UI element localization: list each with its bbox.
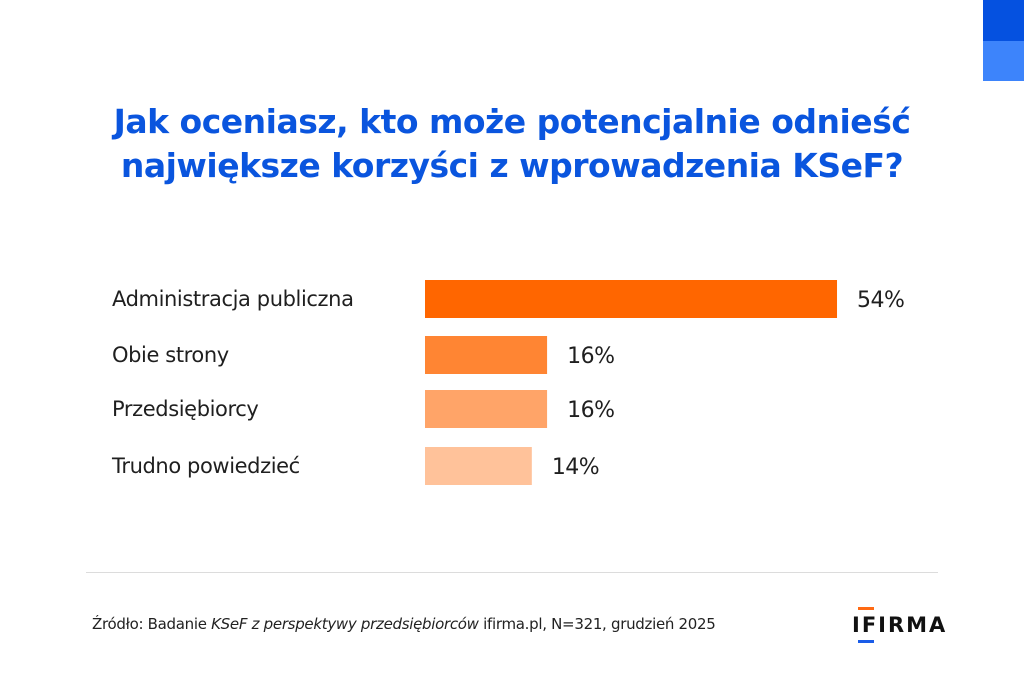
- bar: [425, 280, 838, 318]
- source-prefix: Źródło: Badanie: [92, 615, 212, 633]
- value-label: 16%: [567, 344, 614, 369]
- source-suffix: ifirma.pl, N=321, grudzień 2025: [478, 615, 716, 633]
- source-note: Źródło: Badanie KSeF z perspektywy przed…: [92, 615, 716, 633]
- source-study-title: KSeF z perspektywy przedsiębiorców: [211, 615, 479, 633]
- bar: [425, 390, 548, 428]
- logo-orange-bar: [858, 607, 874, 610]
- logo-blue-bar: [858, 640, 874, 643]
- ifirma-logo: IFIRMA: [852, 607, 945, 643]
- bar: [425, 336, 548, 374]
- corner-accent-dark: [983, 0, 1024, 41]
- category-label: Przedsiębiorcy: [112, 397, 258, 421]
- chart-title-line-1: Jak oceniasz, kto może potencjalnie odni…: [113, 102, 911, 141]
- value-label: 14%: [552, 455, 599, 480]
- logo-text: IFIRMA: [852, 613, 948, 637]
- chart-title: Jak oceniasz, kto może potencjalnie odni…: [0, 100, 1024, 188]
- chart-title-line-2: największe korzyści z wprowadzenia KSeF?: [120, 146, 904, 185]
- footer-divider: [86, 572, 938, 573]
- bar-chart: Administracja publiczna 54% Obie strony 16%…: [111, 280, 905, 485]
- category-label: Administracja publiczna: [112, 287, 354, 311]
- bar: [425, 447, 532, 485]
- value-label: 16%: [567, 398, 614, 423]
- category-label: Trudno powiedzieć: [111, 454, 300, 478]
- category-label: Obie strony: [112, 343, 229, 367]
- value-label: 54%: [857, 288, 904, 313]
- corner-accent-light: [983, 41, 1024, 81]
